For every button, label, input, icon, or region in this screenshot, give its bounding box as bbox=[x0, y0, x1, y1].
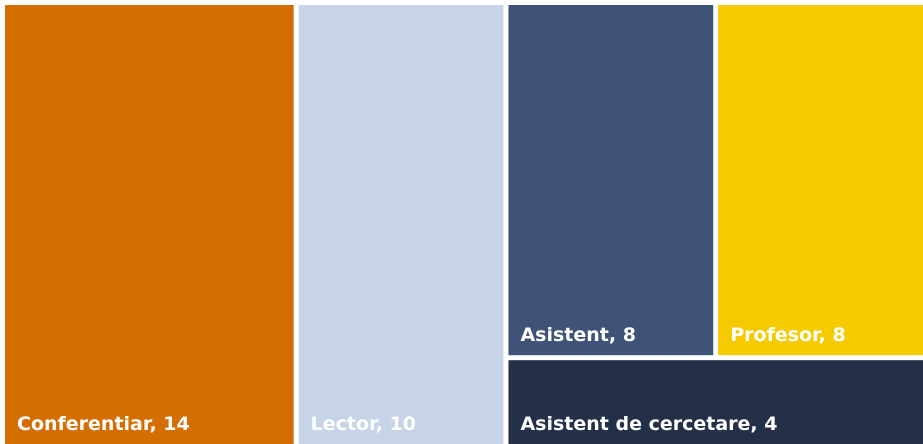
tile-label: Conferentiar, 14 bbox=[17, 413, 190, 435]
treemap-tile bbox=[508, 5, 714, 356]
tile-label: Lector, 10 bbox=[311, 413, 416, 435]
treemap-tile bbox=[718, 5, 923, 356]
tile-label: Asistent de cercetare, 4 bbox=[520, 413, 777, 435]
treemap-tile bbox=[508, 360, 923, 444]
tile-label: Asistent, 8 bbox=[520, 324, 635, 346]
tile-label: Profesor, 8 bbox=[730, 324, 846, 346]
treemap-tile bbox=[5, 5, 294, 444]
treemap-tile bbox=[298, 5, 504, 444]
